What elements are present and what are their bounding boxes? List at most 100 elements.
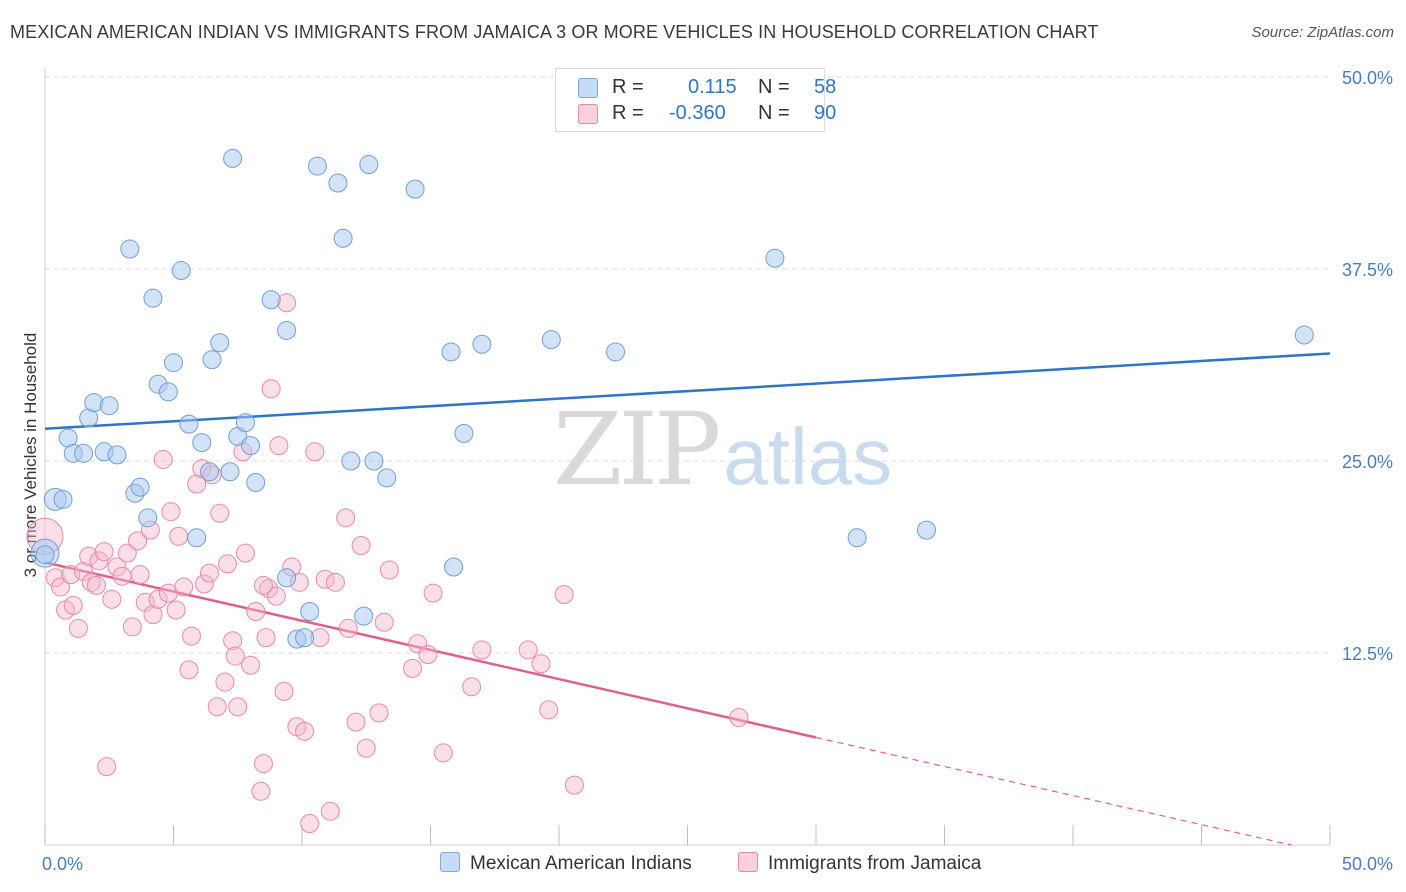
data-point-mexican-american-indians: [138, 508, 158, 528]
data-point-mexican-american-indians: [99, 396, 119, 416]
bottom-legend-item-blue: Mexican American Indians: [440, 852, 692, 878]
trend-lines: [44, 352, 1331, 846]
data-point-jamaica: [379, 560, 399, 580]
data-point-mexican-american-indians: [210, 333, 230, 353]
bottom-legend-swatch-pink: [738, 852, 758, 872]
data-point-mexican-american-indians: [187, 528, 207, 548]
data-point-jamaica: [181, 626, 201, 646]
data-point-mexican-american-indians: [541, 330, 561, 350]
data-point-jamaica: [94, 542, 114, 562]
data-point-jamaica: [210, 503, 230, 523]
data-point-mexican-american-indians: [295, 628, 315, 648]
data-point-jamaica: [369, 703, 389, 723]
data-point-mexican-american-indians: [53, 489, 73, 509]
data-point-mexican-american-indians: [472, 334, 492, 354]
trend-line-jamaica-extension: [815, 736, 1292, 846]
y-tick-label: 37.5%: [1342, 260, 1393, 280]
data-point-jamaica: [300, 813, 320, 833]
correlation-legend: R = 0.115 N = 58 R = -0.360 N = 90: [555, 68, 836, 132]
data-point-jamaica: [531, 654, 551, 674]
data-point-jamaica: [174, 577, 194, 597]
data-point-jamaica: [135, 592, 155, 612]
data-point-jamaica: [143, 605, 163, 625]
data-point-jamaica: [194, 574, 214, 594]
data-point-mexican-american-indians: [192, 433, 212, 453]
legend-swatch-blue: [578, 78, 598, 98]
data-point-jamaica: [187, 474, 207, 494]
data-point-jamaica: [729, 708, 749, 728]
data-point-mexican-american-indians: [441, 342, 461, 362]
data-point-mexican-american-indians: [74, 443, 94, 463]
data-point-mexican-american-indians: [164, 353, 183, 373]
bottom-legend-label: Immigrants from Jamaica: [768, 853, 982, 874]
data-point-mexican-american-indians: [158, 382, 178, 402]
data-point-jamaica: [315, 569, 335, 589]
data-point-jamaica: [274, 681, 294, 701]
data-point-jamaica: [223, 631, 243, 651]
data-point-jamaica: [351, 535, 371, 555]
data-point-jamaica: [554, 585, 574, 605]
bottom-legend-item-pink: Immigrants from Jamaica: [738, 852, 981, 878]
data-point-mexican-american-indians: [606, 342, 626, 362]
data-point-jamaica: [89, 551, 109, 571]
data-point-mexican-american-indians: [765, 248, 785, 268]
data-point-jamaica: [269, 436, 289, 456]
y-tick-label: 25.0%: [1342, 452, 1393, 472]
legend-r-label: R =: [612, 76, 644, 98]
data-point-mexican-american-indians: [328, 173, 348, 193]
data-point-jamaica: [320, 801, 340, 821]
legend-r-value: 0.115: [688, 76, 737, 98]
data-point-jamaica: [266, 586, 286, 606]
data-point-jamaica: [253, 575, 273, 595]
data-point-jamaica: [305, 442, 325, 462]
data-point-mexican-american-indians: [333, 228, 353, 248]
data-point-jamaica: [472, 640, 492, 660]
data-point-mexican-american-indians: [377, 468, 397, 488]
data-point-mexican-american-indians: [300, 602, 320, 622]
data-point-mexican-american-indians: [199, 462, 219, 482]
legend-n-value: 90: [814, 102, 837, 124]
data-point-jamaica: [295, 721, 315, 741]
tick-labels: 12.5% 25.0% 37.5% 50.0% 0.0% 50.0%: [42, 68, 1393, 874]
data-point-mexican-american-indians: [235, 413, 255, 433]
data-point-jamaica: [97, 757, 117, 777]
data-point-mexican-american-indians: [1294, 325, 1314, 345]
data-point-jamaica: [130, 565, 150, 585]
data-point-jamaica: [228, 697, 248, 717]
data-point-mexican-american-indians: [277, 320, 297, 340]
data-point-jamaica: [153, 449, 173, 469]
legend-r-value: -0.360: [669, 102, 726, 124]
data-point-jamaica: [128, 531, 148, 551]
data-point-mexican-american-indians: [277, 568, 297, 588]
data-point-jamaica: [63, 595, 83, 615]
data-point-mexican-american-indians: [307, 156, 327, 176]
data-point-jamaica: [256, 628, 276, 648]
data-point-jamaica: [122, 617, 142, 637]
data-point-jamaica: [418, 645, 438, 665]
data-point-jamaica: [403, 658, 423, 678]
data-point-mexican-american-indians: [171, 261, 191, 281]
x-tick-label: 50.0%: [1342, 854, 1393, 874]
data-point-jamaica: [539, 700, 559, 720]
data-point-mexican-american-indians: [454, 423, 474, 443]
data-point-mexican-american-indians: [220, 462, 240, 482]
legend-n-label: N =: [758, 102, 790, 124]
chart-title: MEXICAN AMERICAN INDIAN VS IMMIGRANTS FR…: [10, 22, 1099, 42]
data-point-jamaica: [74, 562, 94, 582]
data-point-mexican-american-indians: [364, 451, 384, 471]
data-point-jamaica: [215, 672, 235, 692]
data-point-jamaica: [246, 602, 266, 622]
data-point-jamaica: [148, 589, 168, 609]
data-point-jamaica: [86, 575, 106, 595]
data-point-jamaica: [45, 568, 65, 588]
data-point-jamaica: [336, 508, 356, 528]
data-point-jamaica: [50, 577, 70, 597]
data-point-jamaica: [251, 781, 271, 801]
data-point-jamaica: [277, 293, 297, 313]
data-point-jamaica: [112, 566, 132, 586]
bottom-legend-label: Mexican American Indians: [470, 853, 692, 874]
data-point-mexican-american-indians: [444, 557, 464, 577]
data-point-jamaica: [325, 572, 345, 592]
data-point-jamaica: [166, 600, 186, 620]
